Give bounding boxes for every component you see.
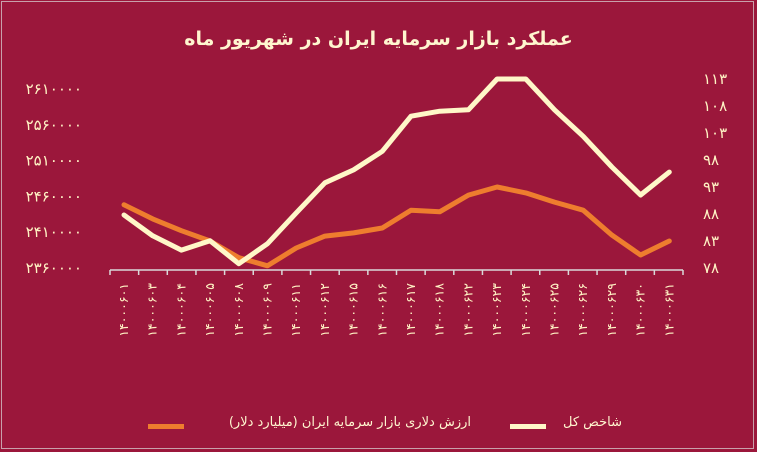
x-axis-tick-label: ۱۴۰۰۰۶۰۹	[260, 283, 275, 337]
data-point-total-index	[439, 110, 441, 112]
data-point-total-index	[123, 214, 125, 216]
x-axis-tick-label: ۱۴۰۰۰۶۲۵	[547, 283, 562, 337]
chart-title: عملکرد بازار سرمایه ایران در شهریور ماه	[184, 28, 573, 50]
data-point-total-index	[582, 135, 584, 137]
data-point-dollar-value	[267, 265, 268, 267]
data-point-dollar-value	[295, 247, 297, 249]
x-axis-tick-label: ۱۴۰۰۰۶۳۱	[661, 283, 676, 337]
left-axis-tick-label: ۲۴۶۰۰۰۰	[26, 187, 82, 205]
x-axis-tick-label: ۱۴۰۰۰۶۰۳	[145, 283, 160, 337]
right-axis-tick-label: ۱۱۳	[703, 70, 727, 88]
series-line-total-index	[121, 76, 672, 267]
data-point-total-index	[267, 243, 268, 245]
series-line-dollar-value	[121, 184, 672, 269]
legend-label-dollar-value: ارزش دلاری بازار سرمایه ایران (میلیارد د…	[228, 415, 471, 430]
data-point-dollar-value	[611, 234, 613, 236]
data-point-dollar-value	[640, 254, 642, 256]
x-axis-tick-label: ۱۴۰۰۰۶۱۶	[374, 283, 389, 337]
right-axis-tick-label: ۱۰۸	[703, 97, 727, 115]
data-point-dollar-value	[324, 235, 326, 237]
right-axis-tick-label: ۸۳	[703, 232, 719, 250]
x-axis-tick-label: ۱۴۰۰۰۶۱۲	[317, 283, 332, 337]
data-point-dollar-value	[180, 230, 182, 232]
right-axis-tick-label: ۹۸	[703, 151, 719, 169]
x-axis-tick-label: ۱۴۰۰۰۶۲۲	[460, 283, 475, 337]
data-point-dollar-value	[525, 192, 527, 194]
left-axis-tick-label: ۲۶۱۰۰۰۰	[26, 80, 82, 98]
right-axis-tick-label: ۹۳	[703, 178, 719, 196]
x-axis-tick-label: ۱۴۰۰۰۶۲۴	[518, 283, 533, 337]
data-point-total-index	[668, 171, 670, 173]
x-axis-tick-label: ۱۴۰۰۰۶۱۱	[288, 283, 303, 337]
data-point-dollar-value	[668, 240, 670, 242]
data-point-total-index	[238, 263, 240, 265]
x-axis-tick-label: ۱۴۰۰۰۶۰۴	[173, 283, 188, 337]
x-axis-tick-label: ۱۴۰۰۰۶۱۸	[432, 283, 447, 337]
data-point-total-index	[152, 235, 154, 237]
x-axis-tick-label: ۱۴۰۰۰۶۱۵	[346, 283, 361, 337]
data-point-total-index	[467, 109, 469, 111]
data-point-total-index	[324, 182, 326, 184]
data-point-total-index	[554, 109, 555, 111]
legend-label-total-index: شاخص کل	[563, 415, 622, 430]
left-axis-tick-label: ۲۵۱۰۰۰۰	[26, 152, 82, 170]
left-axis-tick-label: ۲۵۶۰۰۰۰	[26, 116, 82, 134]
x-axis-tick-label: ۱۴۰۰۰۶۰۸	[231, 283, 246, 337]
data-point-dollar-value	[467, 194, 469, 196]
data-point-dollar-value	[123, 204, 125, 206]
right-axis-tick-label: ۷۸	[703, 259, 719, 277]
x-axis-tick-label: ۱۴۰۰۰۶۲۶	[575, 283, 590, 337]
data-point-total-index	[611, 166, 613, 168]
left-axis-tick-label: ۲۳۶۰۰۰۰	[26, 259, 82, 277]
x-axis-tick-label: ۱۴۰۰۰۶۲۳	[489, 283, 504, 337]
data-point-total-index	[410, 115, 412, 117]
x-axis-tick-label: ۱۴۰۰۰۶۰۱	[116, 283, 131, 337]
right-axis-tick-label: ۱۰۳	[703, 124, 727, 142]
legend-swatch-total-index	[510, 424, 546, 429]
data-point-dollar-value	[238, 257, 240, 259]
data-point-dollar-value	[381, 227, 383, 229]
left-axis-tick-label: ۲۴۱۰۰۰۰	[26, 223, 82, 241]
data-point-total-index	[180, 249, 182, 251]
data-point-total-index	[353, 169, 355, 171]
data-point-dollar-value	[582, 209, 584, 211]
data-point-dollar-value	[496, 186, 498, 188]
legend-swatch-dollar-value	[148, 424, 184, 429]
data-point-dollar-value	[410, 209, 412, 211]
data-point-total-index	[209, 240, 211, 242]
data-point-total-index	[381, 150, 383, 152]
right-axis-tick-label: ۸۸	[703, 205, 719, 223]
data-point-total-index	[525, 78, 527, 80]
x-axis-tick-label: ۱۴۰۰۰۶۰۵	[202, 283, 217, 337]
data-point-dollar-value	[439, 211, 441, 213]
x-axis-tick-label: ۱۴۰۰۰۶۱۷	[403, 283, 418, 337]
data-point-total-index	[496, 78, 498, 80]
data-point-dollar-value	[152, 218, 154, 220]
x-axis-tick-label: ۱۴۰۰۰۶۳۰	[633, 283, 648, 337]
data-point-total-index	[295, 212, 297, 214]
data-point-total-index	[640, 194, 642, 196]
data-point-dollar-value	[353, 232, 355, 234]
x-axis-tick-label: ۱۴۰۰۰۶۲۹	[604, 283, 619, 337]
data-point-dollar-value	[554, 201, 555, 203]
